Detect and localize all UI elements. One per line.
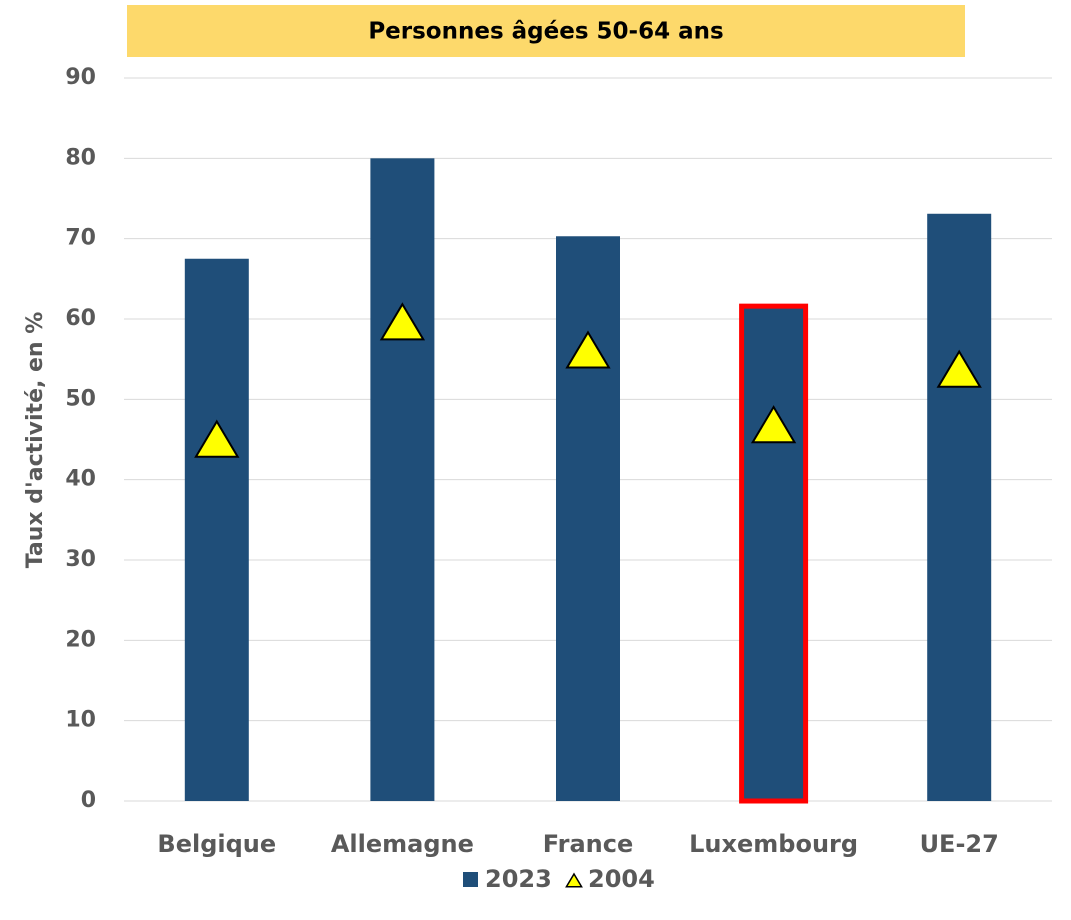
y-tick-label: 50 — [65, 386, 96, 411]
triangle-marker — [194, 419, 240, 458]
y-tick-label: 90 — [65, 65, 96, 90]
title-box — [127, 5, 965, 57]
legend-label: 2023 — [485, 865, 552, 893]
y-tick-label: 40 — [65, 467, 96, 492]
x-tick-label: Belgique — [157, 830, 276, 858]
bar — [370, 158, 435, 802]
y-tick-label: 60 — [65, 306, 96, 331]
chart-title: Personnes âgées 50-64 ans — [368, 19, 723, 45]
triangle-marker — [379, 302, 426, 341]
y-tick-label: 70 — [65, 226, 96, 251]
bar — [739, 303, 809, 804]
y-axis-label: Taux d'activité, en % — [23, 312, 48, 569]
bar — [184, 258, 249, 801]
legend-swatch — [565, 872, 583, 888]
y-tick-label: 80 — [65, 145, 96, 170]
triangle-marker — [750, 405, 797, 444]
x-tick-label: France — [543, 830, 633, 858]
x-tick-label: Luxembourg — [689, 830, 858, 858]
y-tick-label: 10 — [65, 708, 96, 733]
bar — [556, 236, 620, 802]
triangle-marker — [936, 349, 982, 388]
x-tick-label: UE-27 — [920, 830, 999, 858]
y-tick-label: 30 — [65, 547, 96, 572]
x-tick-label: Allemagne — [331, 830, 474, 858]
triangle-marker — [565, 330, 611, 369]
legend-swatch — [463, 872, 478, 887]
legend-label: 2004 — [588, 865, 655, 893]
bar — [927, 213, 992, 802]
y-tick-label: 0 — [81, 788, 96, 813]
y-tick-label: 20 — [65, 627, 96, 652]
